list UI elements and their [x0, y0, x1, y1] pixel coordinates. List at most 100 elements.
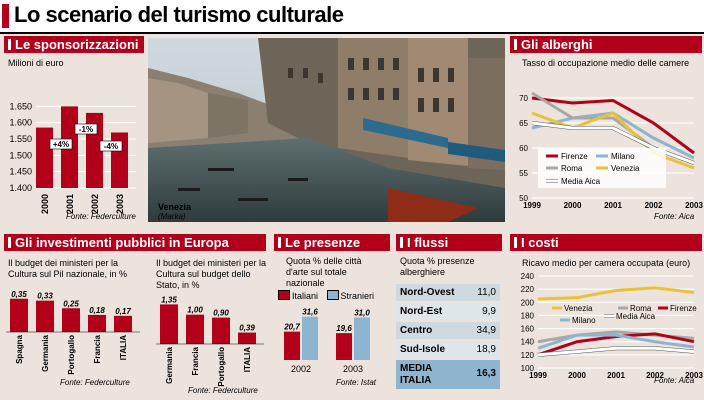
- x-tick-label: 2003: [685, 201, 703, 210]
- bar-germania: [36, 300, 54, 332]
- title-bar: Lo scenario del turismo culturale: [0, 0, 704, 34]
- x-tick-label: Germania: [165, 346, 174, 383]
- value-label: 0,35: [11, 290, 27, 299]
- sponsor-chart: 1.650 1.600 1.550 1.500 1.450 1.400 2000 2001 20…: [9, 101, 136, 214]
- venice-canal-image: [148, 38, 505, 222]
- y-tick-label: 60: [519, 144, 528, 153]
- bar-italiani-2003: [336, 333, 352, 360]
- value-label: 0,25: [63, 299, 79, 308]
- presenze-legend: Italiani Stranieri: [278, 290, 374, 301]
- legend-label: Firenze: [670, 304, 697, 313]
- legend-label: Milano: [572, 316, 596, 325]
- y-tick-label: 1.400: [9, 183, 32, 193]
- header-sponsor: Le sponsorizzazioni: [4, 36, 144, 53]
- flussi-region: MEDIA ITALIA: [400, 363, 432, 386]
- legend-label: Roma: [630, 304, 652, 313]
- value-label: 31,0: [354, 308, 370, 317]
- invest-right-source: Fonte: Federculture: [188, 386, 258, 395]
- change-label: -1%: [79, 125, 93, 134]
- presenze-source: Fonte: Istat: [336, 378, 377, 387]
- flussi-region: Nord-Ovest: [400, 287, 455, 298]
- legend-label: Venezia: [564, 304, 593, 313]
- header-presenze: Le presenze: [274, 234, 390, 251]
- alberghi-subtitle: Tasso di occupazione medio delle camere: [522, 58, 690, 68]
- flussi-region: Centro: [400, 325, 433, 336]
- y-tick-label: 200: [521, 298, 535, 307]
- y-tick-label: 1.600: [9, 118, 32, 128]
- invest-left-chart: 0,35 Spagna 0,33 Germania 0,25 Portogallo 0,18…: [6, 290, 140, 375]
- x-tick-label: 2002: [291, 364, 311, 374]
- y-tick-label: 1.550: [9, 134, 32, 144]
- y-tick-label: 1.500: [9, 150, 32, 160]
- flussi-row: Nord-Est 9,9: [396, 303, 500, 321]
- y-tick-label: 160: [521, 325, 535, 334]
- legend-swatch-italiani: [278, 290, 290, 300]
- bar-2000: [36, 127, 53, 188]
- x-tick-label: 2000: [568, 371, 586, 380]
- change-label: +4%: [53, 140, 69, 149]
- costi-source: Fonte: Aica: [654, 376, 695, 385]
- value-label: 31,6: [302, 308, 318, 317]
- x-tick-label: 2002: [646, 371, 664, 380]
- value-label: 1,00: [187, 306, 203, 315]
- costi-subtitle: Ricavo medio per camera occupata (euro): [522, 258, 691, 268]
- series-line-milano: [537, 333, 695, 350]
- x-tick-label: Portogallo: [217, 347, 226, 387]
- series-line-firenze: [531, 96, 695, 155]
- value-label: 1,35: [161, 295, 177, 304]
- bar-italiani-2002: [284, 331, 300, 360]
- value-label: 0,33: [37, 292, 53, 301]
- y-tick-label: 100: [521, 364, 535, 373]
- flussi-value: 16,3: [476, 368, 496, 379]
- legend-label: Media Aica: [561, 177, 601, 186]
- value-label: 20,7: [283, 323, 300, 332]
- x-tick-label: 2003: [685, 371, 703, 380]
- change-box: [74, 123, 98, 135]
- legend-label: Media Aica: [616, 312, 656, 321]
- x-tick-label: 2001: [604, 201, 622, 210]
- legend-stranieri: Stranieri: [340, 291, 375, 301]
- change-label: -4%: [104, 142, 118, 151]
- x-tick-label: 2003: [115, 194, 125, 214]
- bar-germania: [160, 304, 178, 344]
- x-tick-label: Germania: [41, 334, 50, 371]
- invest-right-caption: Il budget dei ministeri per la Cultura s…: [156, 258, 267, 290]
- sponsor-source: Fonte: Federculture: [66, 212, 136, 221]
- invest-left-caption: Il budget dei ministeri per la Cultura s…: [8, 258, 128, 279]
- y-tick-label: 1.450: [9, 167, 32, 177]
- x-tick-label: 2002: [645, 201, 663, 210]
- legend-label: Firenze: [561, 152, 588, 161]
- y-tick-label: 65: [519, 119, 528, 128]
- series-line-media-aica: [531, 121, 695, 165]
- header-investimenti: Gli investimenti pubblici in Europa: [4, 234, 266, 251]
- presenze-chart: 20,731,6 2002 19,631,0 2003: [283, 308, 370, 374]
- x-tick-label: 2002: [90, 194, 100, 214]
- series-line-venezia: [537, 286, 695, 301]
- photo-credit: (Marka): [158, 212, 186, 221]
- x-tick-label: ITALIA: [243, 347, 252, 372]
- sponsor-unit: Milioni di euro: [8, 58, 64, 68]
- legend-swatch-stranieri: [326, 290, 339, 300]
- y-tick-label: 55: [519, 169, 528, 178]
- y-tick-label: 50: [519, 194, 528, 203]
- x-tick-label: 2001: [607, 371, 625, 380]
- header-alberghi: Gli alberghi: [510, 36, 702, 53]
- page-title: Lo scenario del turismo culturale: [14, 2, 344, 27]
- x-tick-label: 1999: [523, 201, 541, 210]
- x-tick-label: 1999: [529, 371, 547, 380]
- y-tick-label: 70: [519, 94, 528, 103]
- title-mark: [2, 4, 9, 28]
- y-tick-label: 240: [521, 272, 535, 281]
- flussi-row: Centro 34,9: [396, 322, 500, 340]
- legend-italiani: Italiani: [292, 291, 319, 301]
- flussi-row: Nord-Ovest 11,0: [396, 284, 500, 302]
- bar-spagna: [10, 298, 28, 332]
- legend-label: Venezia: [611, 164, 640, 173]
- series-line-media-aica: [537, 346, 695, 357]
- x-tick-label: Francia: [93, 334, 102, 363]
- flussi-row: Sud-Isole 18,9: [396, 341, 500, 359]
- header-costi: I costi: [510, 234, 702, 251]
- x-tick-label: Francia: [191, 346, 200, 375]
